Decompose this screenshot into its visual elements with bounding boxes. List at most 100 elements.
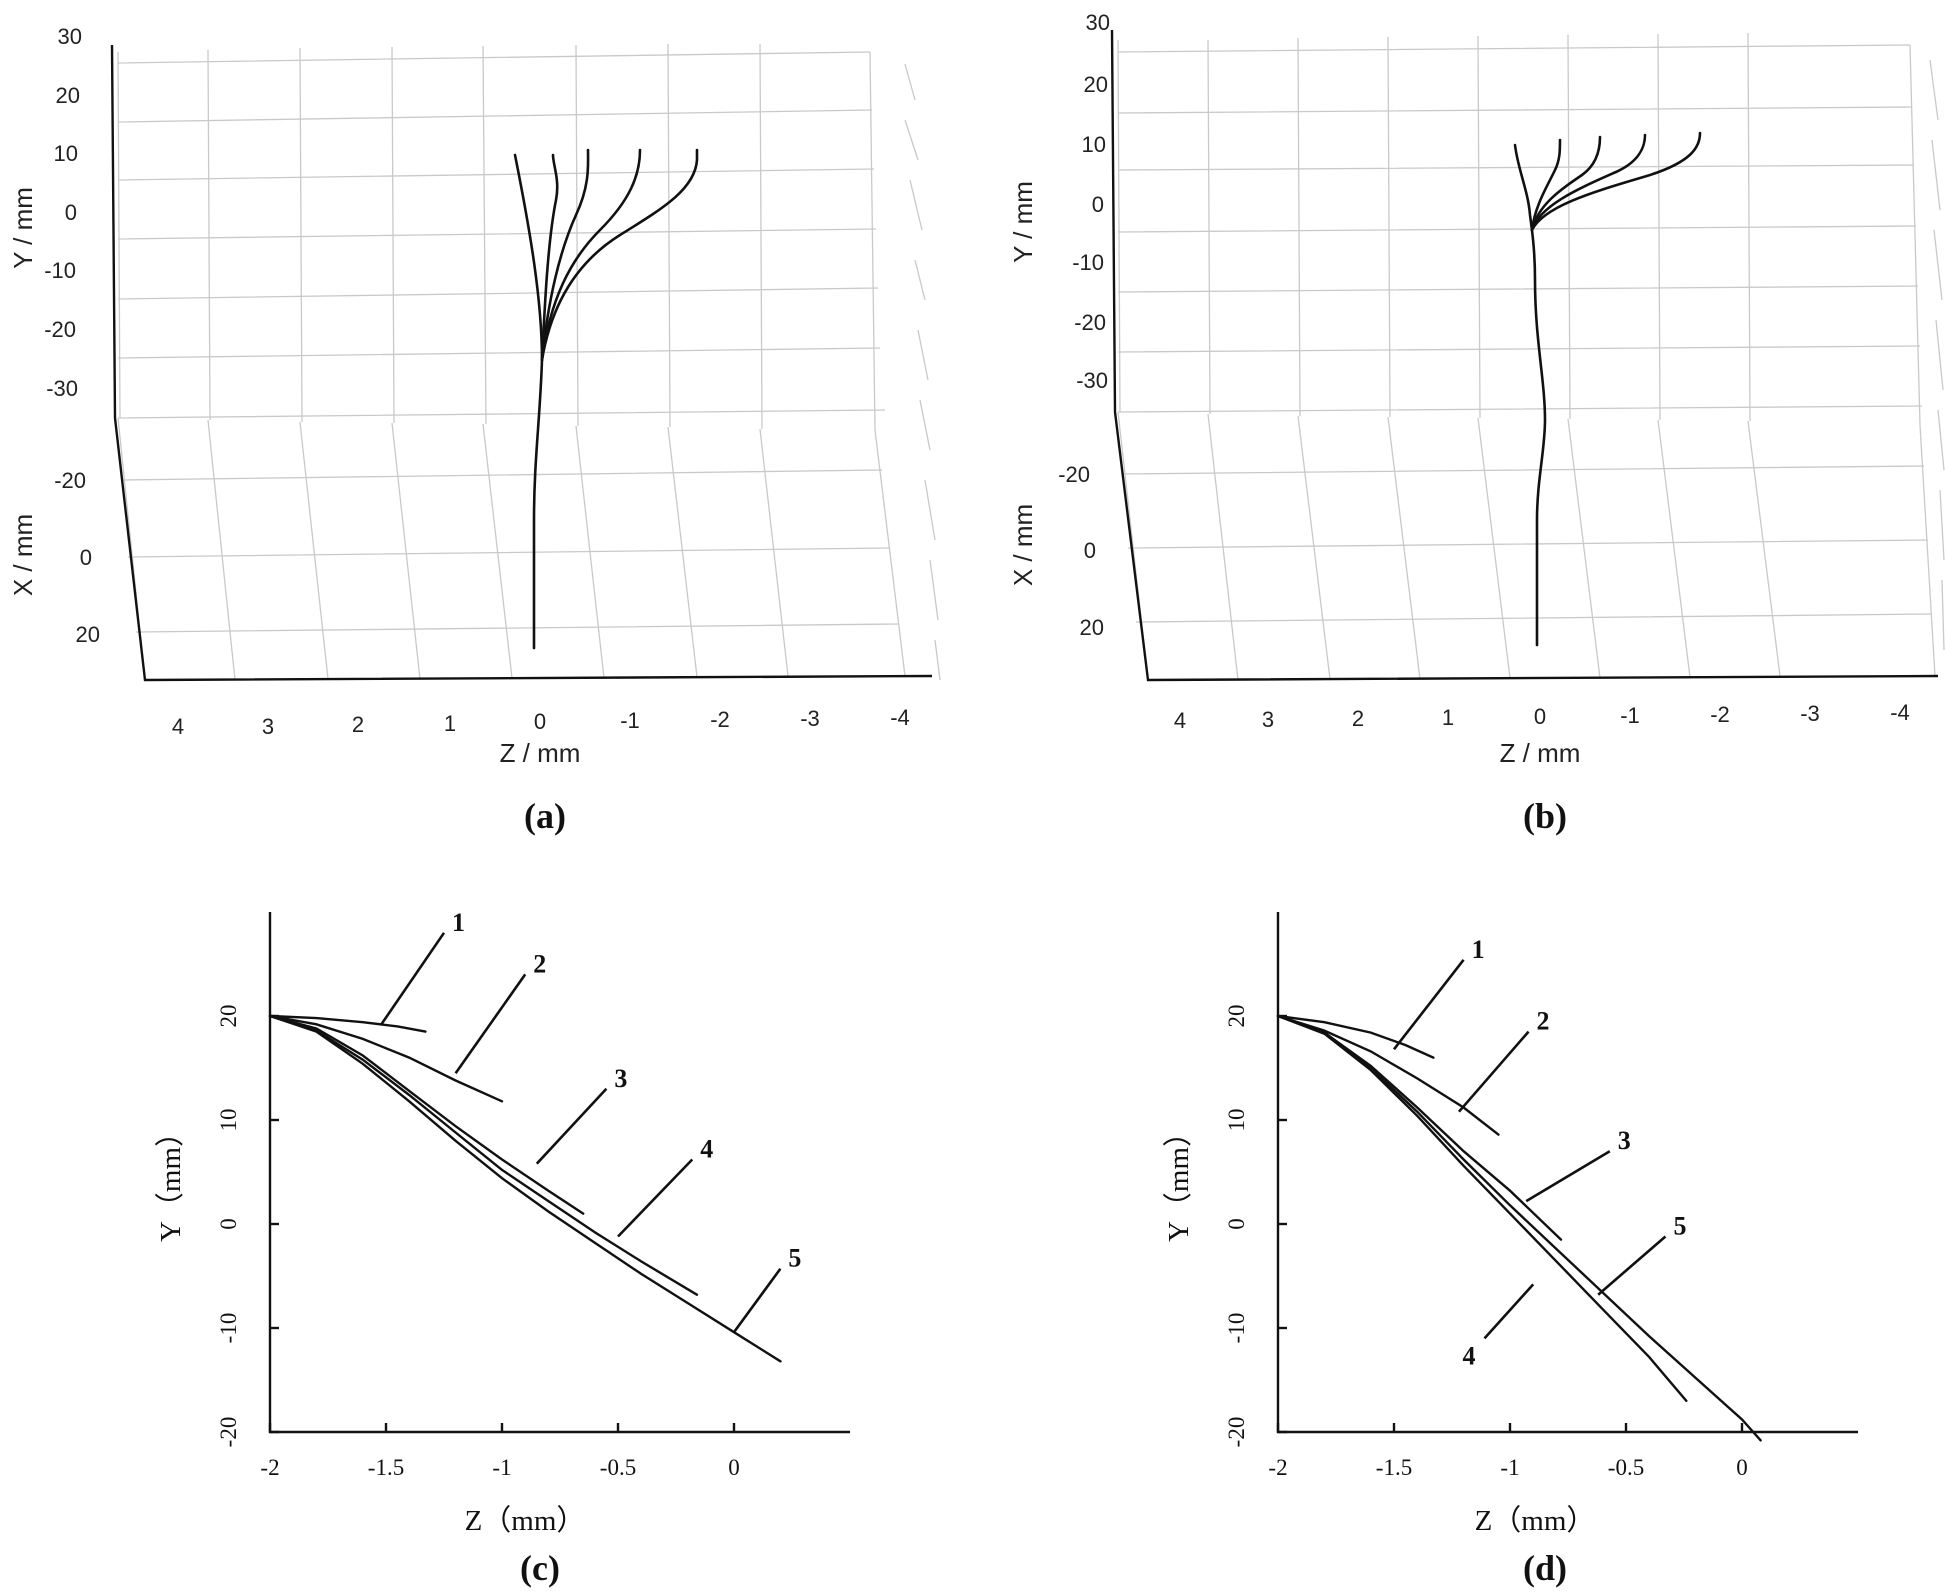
3d-grid: [117, 43, 941, 681]
x-tick: -1.5: [1376, 1455, 1412, 1480]
z-tick: -2: [1710, 702, 1730, 727]
y-tick: 20: [1224, 1005, 1249, 1028]
y-tick: 20: [1084, 72, 1108, 97]
panel-c: -2 -1.5 -1 -0.5 0 20 10 0 -10 -20 Z（mm） …: [155, 908, 850, 1588]
x-tick: -1: [1500, 1455, 1519, 1480]
series-curves: [268, 1014, 782, 1363]
series-2-line: [1276, 1014, 1500, 1136]
series-curves: [513, 148, 699, 650]
y-tick-labels: 20 10 0 -10 -20: [1224, 1005, 1249, 1448]
callout-label: 4: [700, 1135, 713, 1164]
x-tick: -1: [492, 1455, 511, 1480]
z-tick: 4: [172, 714, 184, 739]
series-1-curve: [1513, 143, 1547, 647]
series-2-curve: [540, 153, 559, 362]
z-tick: -3: [1800, 701, 1820, 726]
y-axis-label: Y / mm: [8, 187, 38, 269]
series-4-curve: [540, 148, 642, 362]
z-tick: 2: [352, 712, 364, 737]
series-5-line: [268, 1014, 782, 1363]
z-axis-label: Z / mm: [500, 738, 581, 768]
callout-leader: [1525, 1150, 1611, 1203]
x-tick-labels: -2 -1.5 -1 -0.5 0: [1268, 1455, 1747, 1480]
callout-leader: [1457, 1030, 1530, 1113]
panel-d: -2 -1.5 -1 -0.5 0 20 10 0 -10 -20 Z（mm） …: [1163, 912, 1858, 1588]
series-4-line: [1276, 1014, 1688, 1402]
y-tick: -10: [1072, 250, 1104, 275]
z-tick: -1: [1620, 703, 1640, 728]
series-3-curve: [1530, 135, 1602, 232]
y-tick: 20: [56, 83, 80, 108]
ticks: [1276, 1014, 1744, 1434]
callout-label: 3: [614, 1064, 627, 1093]
x-tick-labels: -20 0 20: [1058, 462, 1104, 640]
y-tick-labels: 30 20 10 0 -10 -20 -30: [44, 24, 82, 401]
x-tick: -0.5: [600, 1455, 636, 1480]
callout-label: 2: [1537, 1007, 1550, 1036]
callouts: 1 2 3 5 4: [1392, 935, 1686, 1370]
z-tick: 2: [1352, 706, 1364, 731]
z-tick-labels: 4 3 2 1 0 -1 -2 -3 -4: [1174, 700, 1910, 733]
z-tick: -1: [620, 708, 640, 733]
y-axis-label: Y（mm）: [1163, 1118, 1195, 1242]
series-3-curve: [540, 148, 590, 362]
panel-a: 30 20 10 0 -10 -20 -30 -20 0 20 4 3 2 1 …: [8, 24, 941, 836]
y-tick: -20: [1074, 310, 1106, 335]
3d-grid: [1117, 32, 1945, 681]
series-5-curve: [1530, 131, 1702, 232]
y-tick: 10: [54, 141, 78, 166]
x-tick: 0: [1736, 1455, 1748, 1480]
panel-b: 30 20 10 0 -10 -20 -30 -20 0 20 4 3 2 1 …: [1008, 10, 1945, 836]
ticks: [268, 1014, 736, 1434]
z-tick: -4: [890, 705, 910, 730]
x-tick: -2: [260, 1455, 279, 1480]
callout-leader: [1597, 1235, 1667, 1296]
y-tick: 10: [1082, 132, 1106, 157]
x-tick: -20: [54, 468, 86, 493]
z-tick: 3: [262, 714, 274, 739]
x-axis-label: Z（mm）: [1475, 1505, 1596, 1537]
z-tick: 0: [1534, 704, 1546, 729]
z-tick: -2: [710, 707, 730, 732]
x-tick: 0: [80, 545, 92, 570]
x-tick: -0.5: [1608, 1455, 1644, 1480]
series-2-line: [268, 1014, 504, 1103]
series-4-curve: [1530, 133, 1647, 232]
series-2-curve: [1530, 138, 1562, 232]
x-tick: -1.5: [368, 1455, 404, 1480]
y-tick: 10: [1224, 1109, 1249, 1132]
y-tick: 0: [1224, 1218, 1249, 1230]
panel-label: (a): [524, 796, 566, 836]
x-tick: -20: [1058, 462, 1090, 487]
y-tick: -30: [1076, 368, 1108, 393]
callout-leader: [1392, 959, 1465, 1051]
x-tick: 20: [1080, 615, 1104, 640]
z-tick: 0: [534, 709, 546, 734]
y-tick-labels: 30 20 10 0 -10 -20 -30: [1072, 10, 1110, 393]
x-axis-label: Z（mm）: [465, 1505, 586, 1537]
y-tick: 30: [1086, 10, 1110, 35]
callouts: 1 2 3 4 5: [380, 908, 801, 1333]
z-tick: -4: [1890, 700, 1910, 725]
x-tick-labels: -2 -1.5 -1 -0.5 0: [260, 1455, 739, 1480]
y-tick-labels: 20 10 0 -10 -20: [216, 1005, 241, 1448]
panel-label: (d): [1523, 1548, 1567, 1588]
x-tick: 0: [1084, 538, 1096, 563]
y-tick: -20: [1224, 1417, 1249, 1448]
series-3-line: [1276, 1014, 1563, 1241]
series-1-line: [268, 1014, 427, 1033]
y-tick: -30: [46, 376, 78, 401]
series-3-line: [268, 1014, 585, 1215]
callout-label: 1: [452, 908, 465, 937]
y-axis-label: Y / mm: [1008, 181, 1038, 263]
callout-leader: [1483, 1283, 1535, 1340]
callout-leader: [617, 1158, 694, 1238]
x-tick-labels: -20 0 20: [54, 468, 100, 647]
z-tick: 1: [444, 711, 456, 736]
x-tick: 0: [728, 1455, 740, 1480]
x-axis-label: X / mm: [8, 514, 38, 596]
x-axis-label: X / mm: [1008, 504, 1038, 586]
series-5-curve: [540, 148, 699, 362]
y-tick: 0: [65, 200, 77, 225]
